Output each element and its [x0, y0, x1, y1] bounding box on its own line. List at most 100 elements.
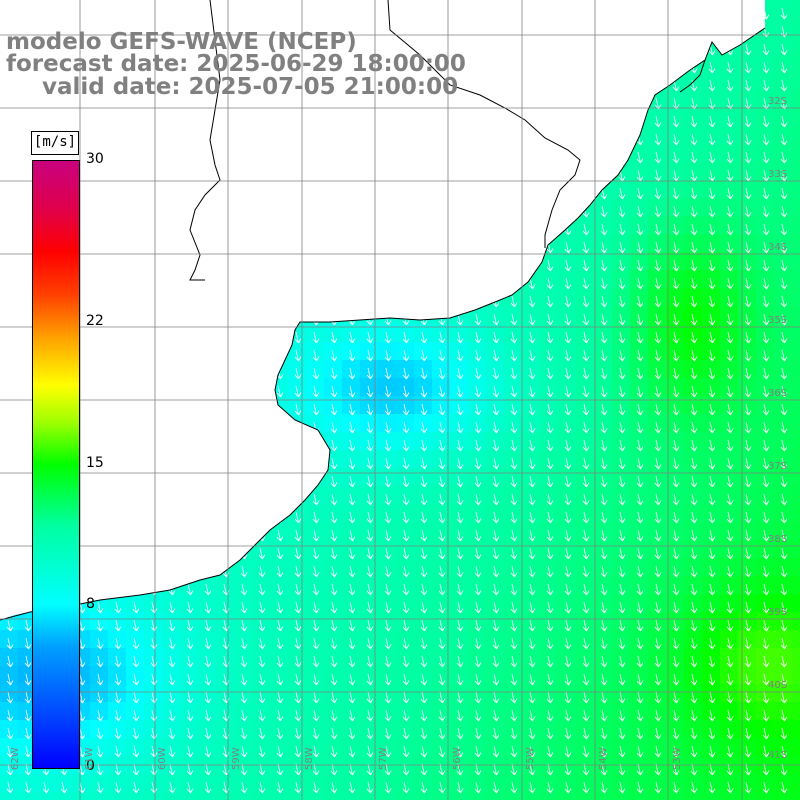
wind-speed-cell: [468, 342, 486, 360]
wind-speed-cell: [360, 792, 378, 800]
colorbar-unit-box: [m/s]: [31, 131, 79, 155]
wind-arrow: [636, 763, 644, 776]
wind-arrow: [708, 61, 716, 74]
wind-arrow: [438, 349, 446, 362]
wind-speed-cell: [684, 180, 702, 198]
wind-speed-cell: [540, 414, 558, 432]
wind-arrow: [528, 277, 536, 290]
wind-arrow: [348, 529, 356, 542]
wind-arrow: [708, 583, 716, 596]
wind-speed-cell: [522, 792, 540, 800]
wind-arrow: [744, 727, 752, 740]
wind-speed-cell: [702, 702, 720, 720]
wind-arrow: [618, 727, 626, 740]
wind-arrow: [510, 439, 518, 452]
wind-speed-cell: [342, 540, 360, 558]
wind-speed-cell: [342, 576, 360, 594]
wind-arrow: [636, 295, 644, 308]
wind-speed-cell: [306, 342, 324, 360]
wind-arrow: [600, 673, 608, 686]
wind-arrow: [420, 745, 428, 758]
wind-speed-cell: [558, 270, 576, 288]
wind-arrow: [690, 457, 698, 470]
wind-speed-cell: [432, 504, 450, 522]
wind-speed-cell: [72, 792, 90, 800]
wind-speed-cell: [720, 216, 738, 234]
wind-arrow: [654, 655, 662, 668]
wind-arrow: [456, 367, 464, 380]
latitude-label: 32S: [768, 96, 788, 107]
wind-arrow: [600, 331, 608, 344]
wind-speed-cell: [324, 378, 342, 396]
wind-speed-cell: [576, 612, 594, 630]
wind-arrow: [132, 673, 140, 686]
wind-arrow: [348, 727, 356, 740]
wind-arrow: [492, 385, 500, 398]
wind-arrow: [510, 385, 518, 398]
wind-speed-cell: [486, 540, 504, 558]
wind-speed-cell: [180, 594, 198, 612]
wind-arrow: [420, 655, 428, 668]
wind-arrow: [546, 709, 554, 722]
wind-speed-cell: [594, 630, 612, 648]
map-title-valid-date: valid date: 2025-07-05 21:00:00: [42, 74, 459, 100]
wind-speed-cell: [738, 576, 756, 594]
wind-speed-cell: [216, 666, 234, 684]
wind-arrow: [708, 115, 716, 128]
wind-speed-cell: [612, 702, 630, 720]
wind-arrow: [744, 619, 752, 632]
wind-arrow: [24, 745, 32, 758]
wind-arrow: [618, 349, 626, 362]
wind-speed-cell: [144, 720, 162, 738]
wind-arrow: [582, 655, 590, 668]
wind-arrow: [528, 295, 536, 308]
wind-speed-cell: [774, 432, 792, 450]
wind-arrow: [780, 781, 788, 794]
wind-speed-cell: [756, 180, 774, 198]
wind-speed-cell: [378, 630, 396, 648]
wind-speed-cell: [450, 396, 468, 414]
wind-arrow: [780, 349, 788, 362]
wind-speed-cell: [522, 360, 540, 378]
wind-speed-cell: [666, 324, 684, 342]
wind-speed-cell: [288, 648, 306, 666]
wind-speed-cell: [0, 720, 18, 738]
wind-arrow: [780, 295, 788, 308]
wind-speed-cell: [342, 522, 360, 540]
wind-speed-cell: [612, 378, 630, 396]
wind-speed-cell: [162, 594, 180, 612]
wind-arrow: [582, 673, 590, 686]
wind-arrow: [24, 763, 32, 776]
wind-arrow: [366, 457, 374, 470]
wind-speed-cell: [666, 720, 684, 738]
wind-arrow: [312, 331, 320, 344]
wind-speed-cell: [414, 720, 432, 738]
wind-arrow: [384, 637, 392, 650]
wind-speed-cell: [792, 702, 800, 720]
latitude-label: 35S: [768, 315, 788, 326]
wind-speed-cell: [558, 702, 576, 720]
wind-arrow: [708, 655, 716, 668]
wind-arrow: [762, 601, 770, 614]
wind-arrow: [132, 763, 140, 776]
wind-speed-cell: [774, 234, 792, 252]
wind-arrow: [618, 529, 626, 542]
wind-speed-cell: [378, 612, 396, 630]
wind-speed-cell: [648, 108, 666, 126]
wind-arrow: [258, 745, 266, 758]
wind-arrow: [456, 439, 464, 452]
wind-arrow: [690, 205, 698, 218]
wind-speed-cell: [774, 360, 792, 378]
wind-speed-cell: [576, 486, 594, 504]
wind-arrow: [564, 619, 572, 632]
wind-arrow: [690, 115, 698, 128]
wind-speed-cell: [666, 342, 684, 360]
wind-speed-cell: [684, 396, 702, 414]
wind-speed-cell: [756, 72, 774, 90]
wind-arrow: [654, 673, 662, 686]
wind-arrow: [456, 637, 464, 650]
wind-arrow: [276, 709, 284, 722]
wind-speed-cell: [774, 378, 792, 396]
wind-arrow: [762, 637, 770, 650]
wind-arrow: [510, 493, 518, 506]
